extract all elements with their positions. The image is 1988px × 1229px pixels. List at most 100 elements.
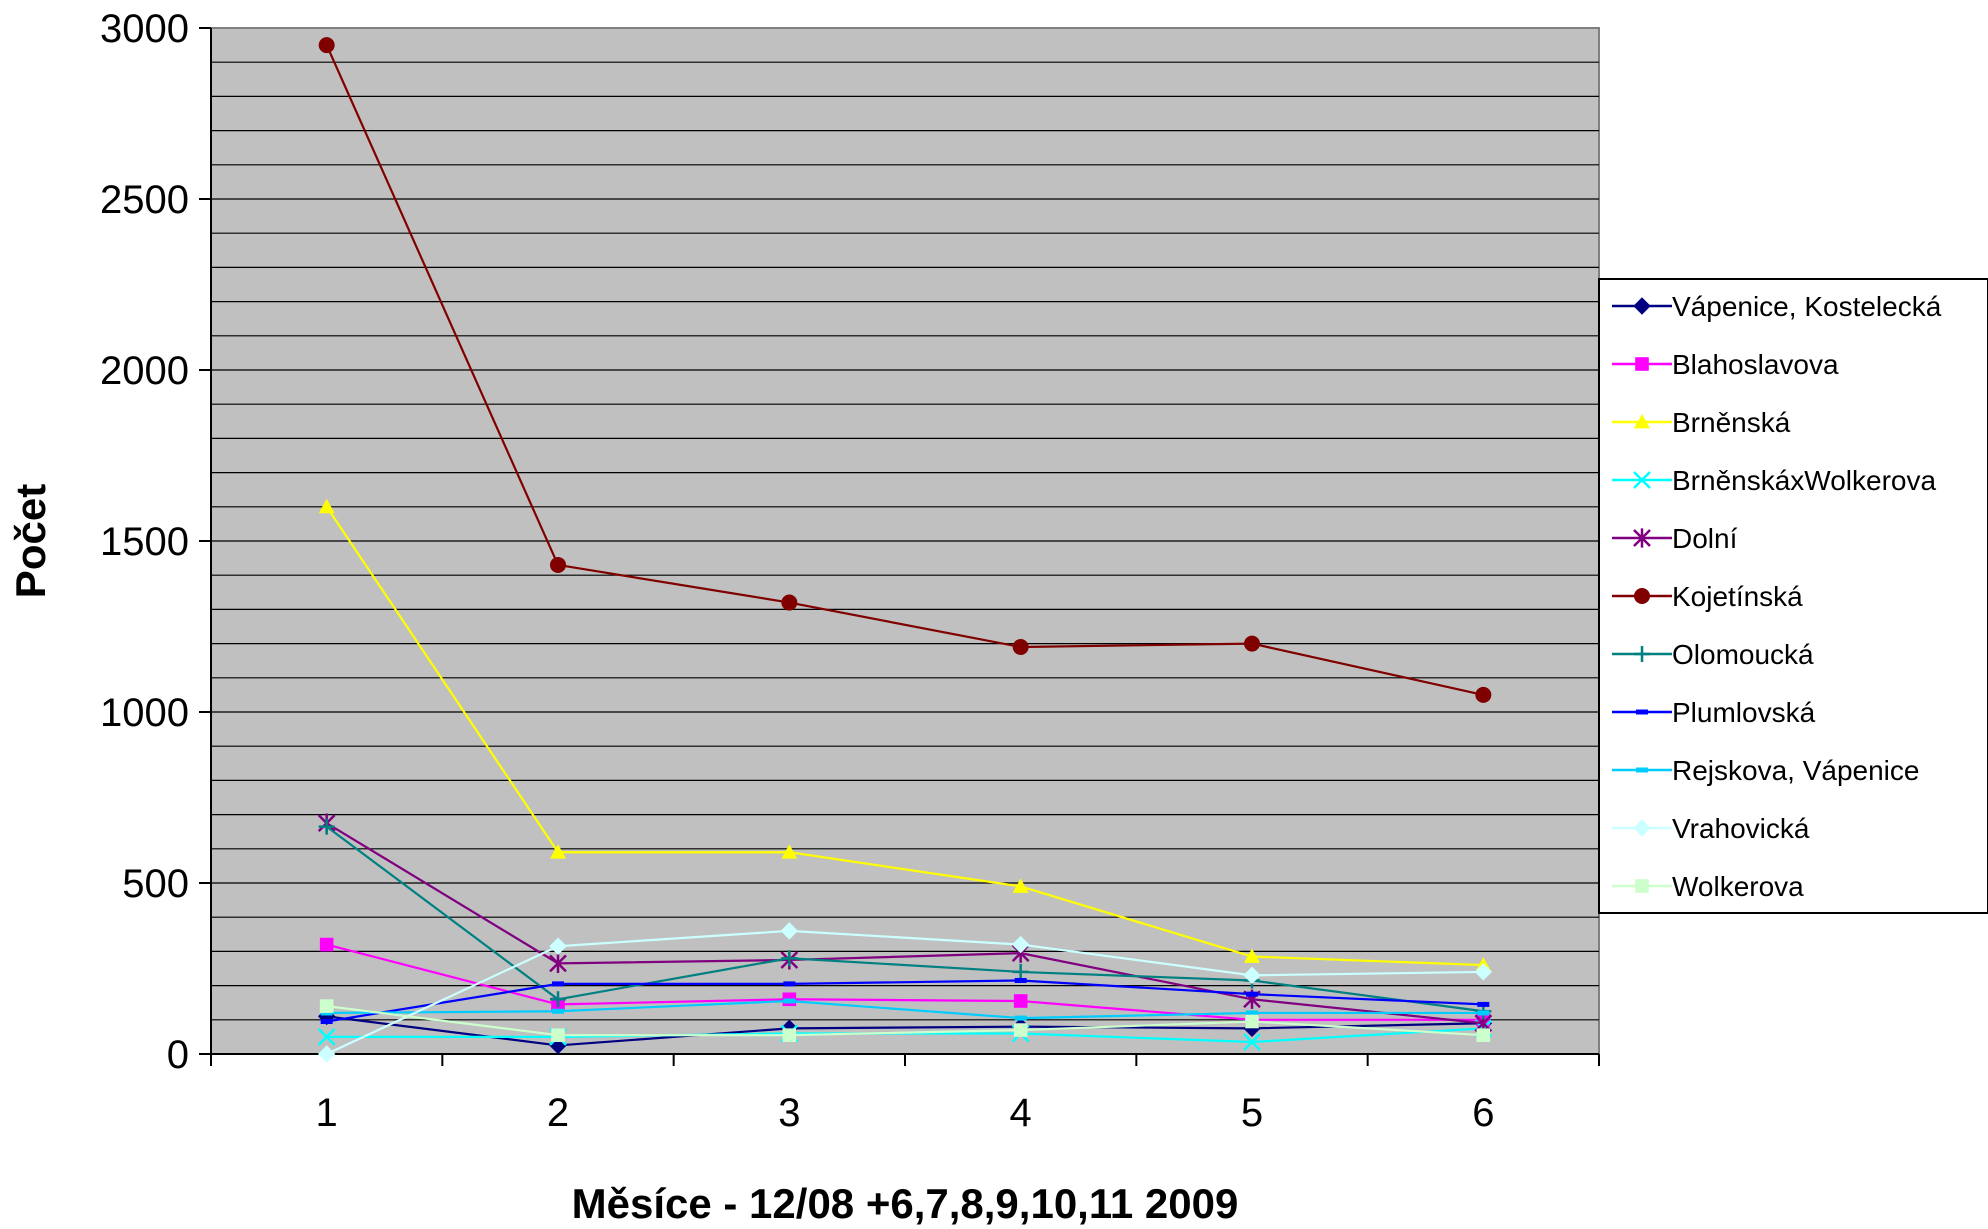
series-line (326, 979, 1484, 1023)
data-point (781, 950, 798, 967)
data-point (318, 818, 335, 835)
series-line (326, 825, 1484, 1013)
data-point (1633, 471, 1651, 489)
tick-labels: 0 500 1000 1500 2000 2500 3000 1 2 3 4 5 6 (100, 7, 1494, 1135)
data-point (1635, 879, 1649, 893)
axes (199, 27, 1600, 1066)
data-point (1634, 414, 1650, 429)
data-point (1633, 297, 1651, 315)
legend-item: Plumlovská (1612, 697, 1816, 728)
legend: Vápenice, Kostelecká Blahoslavova Brněnská… (1598, 278, 1988, 914)
legend-label: Olomoucká (1672, 639, 1814, 670)
data-point (1011, 935, 1030, 954)
legend-label: BrněnskáxWolkerova (1672, 465, 1936, 496)
data-point (318, 37, 335, 54)
data-point (552, 981, 564, 987)
legend-label: Brněnská (1672, 407, 1791, 438)
data-point (550, 556, 566, 573)
data-point (319, 937, 334, 952)
legend-item: Olomoucká (1612, 639, 1814, 670)
legend-item: Kojetínská (1612, 581, 1803, 612)
data-point (1013, 1023, 1028, 1037)
legend-item: Wolkerova (1612, 871, 1804, 902)
legend-item: Vrahovická (1612, 813, 1810, 844)
data-point (317, 1045, 336, 1063)
data-point (1013, 994, 1028, 1008)
data-point (550, 991, 566, 1008)
legend-label: Wolkerova (1672, 871, 1804, 902)
series-7 (320, 977, 1490, 1025)
data-point (1243, 1033, 1261, 1051)
data-point (1635, 357, 1649, 371)
data-point (319, 999, 334, 1013)
legend-label: Kojetínská (1672, 581, 1803, 612)
data-point (1476, 1028, 1491, 1042)
data-point (317, 1028, 336, 1046)
series-line (325, 506, 1484, 967)
y-tick-label: 500 (122, 862, 189, 906)
legend-label: Rejskova, Vápenice (1672, 755, 1919, 786)
y-tick-label: 2500 (100, 178, 189, 222)
data-point (1474, 963, 1493, 981)
legend-label: Dolní (1672, 523, 1738, 554)
data-point (781, 594, 798, 611)
y-axis-title: Počet (7, 484, 54, 598)
data-point (1012, 878, 1029, 893)
data-point (549, 953, 567, 973)
data-point (1477, 1001, 1490, 1007)
x-tick-label: 2 (547, 1091, 569, 1135)
data-point (320, 1019, 333, 1025)
series-9 (317, 922, 1493, 1063)
data-point (552, 1008, 564, 1014)
data-point (783, 998, 796, 1004)
data-point (780, 922, 799, 940)
legend-item: Rejskova, Vápenice (1612, 755, 1919, 786)
data-point (1634, 588, 1650, 604)
legend-label: Vápenice, Kostelecká (1672, 291, 1942, 322)
data-point (551, 1028, 565, 1042)
legend-label: Blahoslavova (1672, 349, 1839, 380)
legend-item: BrněnskáxWolkerova (1612, 465, 1936, 496)
data-point (1636, 709, 1648, 715)
series-line (325, 44, 1484, 696)
y-tick-label: 2000 (100, 349, 189, 393)
data-point (782, 1028, 797, 1042)
data-point (1245, 1014, 1259, 1029)
legend-item: Dolní (1612, 523, 1738, 554)
series-line (326, 999, 1484, 1020)
series-line (326, 822, 1484, 1025)
series-line (326, 943, 1484, 1021)
y-tick-label: 3000 (100, 7, 189, 51)
series-line (326, 1015, 1484, 1047)
data-point (1243, 966, 1261, 985)
legend-item: Blahoslavova (1612, 349, 1839, 380)
legend-item: Brněnská (1612, 407, 1791, 438)
data-point (1246, 991, 1258, 997)
x-tick-label: 1 (316, 1091, 338, 1135)
data-point (1012, 963, 1029, 980)
data-point (1244, 635, 1260, 652)
legend-label: Plumlovská (1672, 697, 1816, 728)
data-point (783, 981, 796, 987)
data-point (1634, 646, 1650, 662)
data-point (1633, 528, 1651, 548)
series-10 (319, 999, 1491, 1042)
series-layer (317, 37, 1493, 1063)
data-point (1012, 639, 1029, 656)
legend-item: Vápenice, Kostelecká (1612, 291, 1942, 322)
x-axis-title: Měsíce - 12/08 +6,7,8,9,10,11 2009 (572, 1180, 1239, 1227)
data-point (1246, 1010, 1258, 1016)
data-point (1477, 1010, 1490, 1016)
data-point (550, 844, 566, 859)
x-tick-label: 6 (1472, 1091, 1494, 1135)
data-point (1014, 1015, 1027, 1021)
series-line (326, 929, 1484, 1055)
x-tick-label: 4 (1010, 1091, 1032, 1135)
y-tick-label: 1500 (100, 520, 189, 564)
series-line (326, 1005, 1484, 1037)
series-5 (318, 37, 1492, 703)
data-point (781, 844, 798, 859)
x-tick-label: 3 (778, 1091, 800, 1135)
data-point (1475, 686, 1492, 703)
data-point (1014, 977, 1027, 983)
